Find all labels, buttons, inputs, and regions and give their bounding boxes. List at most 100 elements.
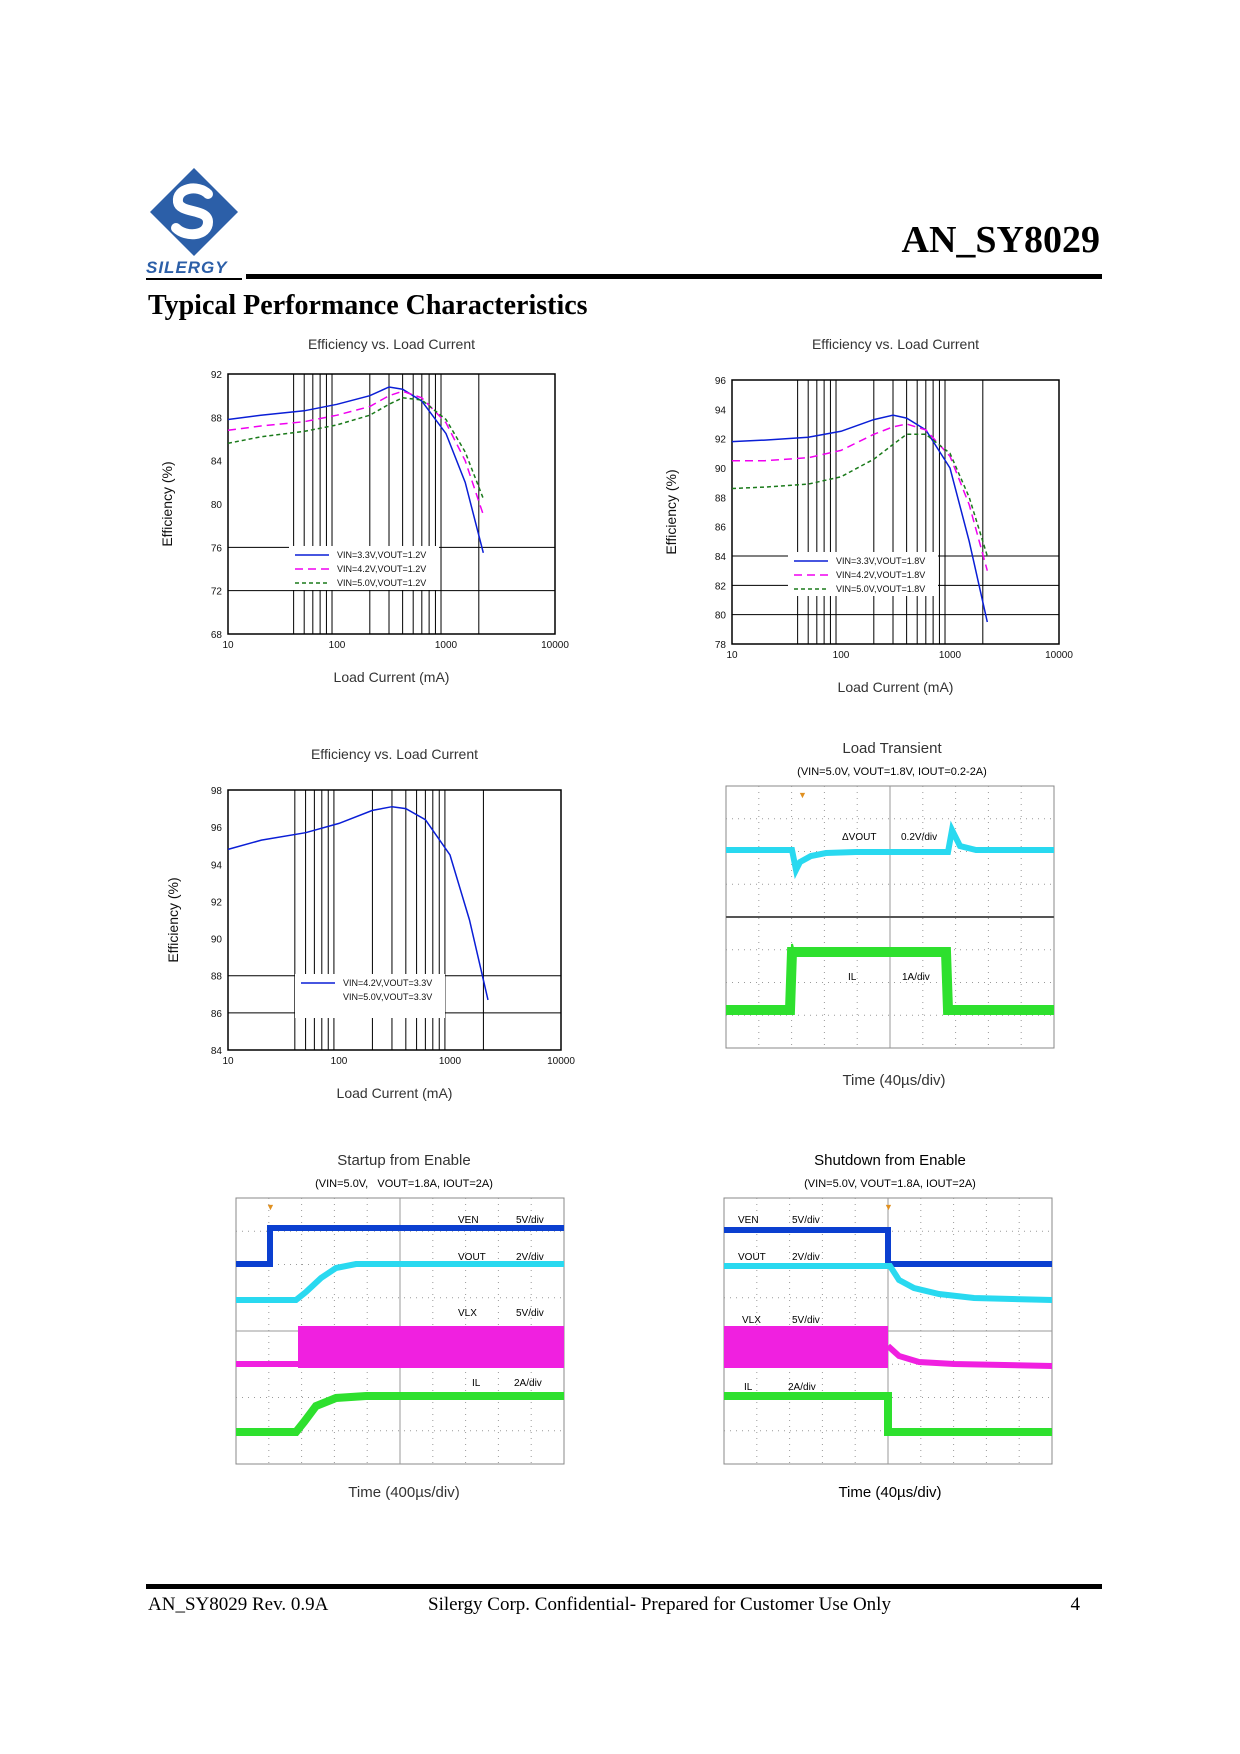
y-axis-label: Efficiency (%)	[160, 461, 175, 546]
ch1-scale: 5V/div	[516, 1215, 544, 1226]
ven-trace	[724, 1227, 1052, 1267]
trigger-marker-icon: ▼	[884, 1202, 893, 1212]
legend-label: VIN=5.0V,VOUT=3.3V	[343, 992, 432, 1002]
x-tick-label: 10000	[547, 1056, 575, 1067]
load-transient-conditions: (VIN=5.0V, VOUT=1.8V, IOUT=0.2-2A)	[797, 766, 987, 778]
vout-trace	[236, 1261, 564, 1303]
series-line	[731, 433, 989, 557]
x-tick-label: 100	[331, 1056, 348, 1067]
y-tick-label: 76	[211, 543, 223, 554]
ch1-label: VEN	[738, 1215, 759, 1226]
y-tick-label: 82	[715, 581, 727, 592]
plot-frame	[227, 373, 556, 635]
chart-title: Efficiency vs. Load Current	[311, 746, 478, 762]
ch1-scale: 0.2V/div	[901, 832, 937, 843]
legend-label: VIN=4.2V,VOUT=1.2V	[337, 564, 426, 574]
ch2-label: IL	[848, 972, 857, 983]
x-tick-label: 100	[833, 650, 850, 661]
vlx-trace	[885, 1343, 1053, 1369]
x-axis-label: Load Current (mA)	[334, 669, 450, 685]
y-tick-label: 98	[211, 786, 223, 797]
series-line	[227, 386, 485, 553]
y-tick-label: 88	[211, 413, 223, 424]
trigger-marker-icon: ▼	[266, 1202, 275, 1212]
ch2-label: VOUT	[738, 1252, 766, 1263]
trigger-marker-icon: ▼	[798, 790, 807, 800]
ven-trace	[236, 1225, 564, 1267]
y-tick-label: 88	[211, 972, 223, 983]
ch2-scale: 1A/div	[902, 972, 930, 983]
load-transient-title: Load Transient	[842, 740, 942, 757]
legend-label: VIN=5.0V,VOUT=1.2V	[337, 578, 426, 588]
ch4-label: IL	[472, 1378, 481, 1389]
legend-label: VIN=5.0V,VOUT=1.8V	[836, 584, 925, 594]
ch1-label: VEN	[458, 1215, 479, 1226]
y-tick-label: 84	[211, 1046, 223, 1057]
y-tick-label: 92	[715, 435, 727, 446]
x-tick-label: 1000	[435, 640, 458, 651]
y-tick-label: 94	[211, 860, 223, 871]
ch2-scale: 2V/div	[792, 1252, 820, 1263]
legend-label: VIN=4.2V,VOUT=3.3V	[343, 978, 432, 988]
efficiency-chart-1v8: Efficiency vs. Load Current Efficiency (%…	[664, 336, 1073, 695]
il-overshoot	[789, 943, 795, 1011]
y-tick-label: 86	[211, 1009, 223, 1020]
footer-page-number: 4	[1070, 1594, 1081, 1615]
shutdown-time-label: Time (40µs/div)	[838, 1484, 942, 1501]
startup-title: Startup from Enable	[337, 1152, 471, 1169]
y-tick-label: 86	[715, 523, 727, 534]
series-line	[732, 423, 989, 571]
ch2-scale: 2V/div	[516, 1252, 544, 1263]
y-tick-label: 68	[211, 630, 223, 641]
y-tick-label: 94	[715, 405, 727, 416]
y-tick-label: 84	[715, 552, 727, 563]
shutdown-title: Shutdown from Enable	[814, 1152, 966, 1169]
shutdown-scope: VEN 5V/div VOUT 2V/div VLX 5V/div IL 2A/…	[723, 1197, 1053, 1465]
y-tick-label: 80	[211, 500, 223, 511]
document-title: AN_SY8029	[901, 219, 1100, 261]
x-tick-label: 100	[329, 640, 346, 651]
footer-rule	[146, 1584, 1102, 1589]
y-tick-label: 96	[211, 823, 223, 834]
legend-box	[788, 552, 938, 596]
section-title: Typical Performance Characteristics	[148, 290, 588, 321]
ch4-scale: 2A/div	[514, 1378, 542, 1389]
startup-conditions: (VIN=5.0V, VOUT=1.8A, IOUT=2A)	[315, 1178, 493, 1190]
y-tick-label: 92	[211, 897, 223, 908]
ch2-label: VOUT	[458, 1252, 486, 1263]
x-tick-label: 10	[222, 640, 234, 651]
footer-revision: AN_SY8029 Rev. 0.9A	[148, 1594, 329, 1615]
y-tick-label: 96	[715, 376, 727, 387]
series-line	[227, 390, 485, 516]
y-tick-label: 92	[211, 370, 223, 381]
shutdown-conditions: (VIN=5.0V, VOUT=1.8A, IOUT=2A)	[804, 1178, 976, 1190]
vlx-switching-band	[724, 1326, 888, 1368]
vlx-switching-band	[298, 1326, 564, 1368]
load-transient-time-label: Time (40µs/div)	[842, 1072, 946, 1089]
y-axis-label: Efficiency (%)	[166, 877, 181, 962]
vout-trace	[724, 1263, 1053, 1303]
y-tick-label: 90	[211, 935, 223, 946]
series-line	[731, 414, 989, 623]
il-trace	[236, 1392, 564, 1436]
header-rule-left	[146, 278, 242, 280]
startup-time-label: Time (400µs/div)	[348, 1484, 460, 1501]
x-tick-label: 1000	[939, 650, 962, 661]
series-line	[227, 805, 489, 1001]
efficiency-chart-1v2: Efficiency vs. Load Current Efficiency (%…	[160, 336, 569, 685]
company-logo: SILERGY	[146, 166, 242, 280]
chart-title: Efficiency vs. Load Current	[812, 336, 979, 352]
il-trace	[726, 947, 1054, 1015]
footer-confidential: Silergy Corp. Confidential- Prepared for…	[428, 1594, 891, 1615]
logo-wordmark: SILERGY	[146, 258, 228, 277]
vout-trace	[726, 820, 1054, 880]
legend-label: VIN=3.3V,VOUT=1.8V	[836, 556, 925, 566]
x-tick-label: 10000	[1045, 650, 1073, 661]
efficiency-chart-3v3: Efficiency vs. Load Current Efficiency (%…	[166, 746, 575, 1101]
legend-label: VIN=3.3V,VOUT=1.2V	[337, 550, 426, 560]
plot-frame	[227, 789, 562, 1051]
startup-scope: VEN 5V/div VOUT 2V/div VLX 5V/div IL 2A/…	[235, 1197, 565, 1465]
x-axis-label: Load Current (mA)	[337, 1085, 453, 1101]
ch3-label: VLX	[742, 1315, 761, 1326]
y-axis-label: Efficiency (%)	[664, 469, 679, 554]
